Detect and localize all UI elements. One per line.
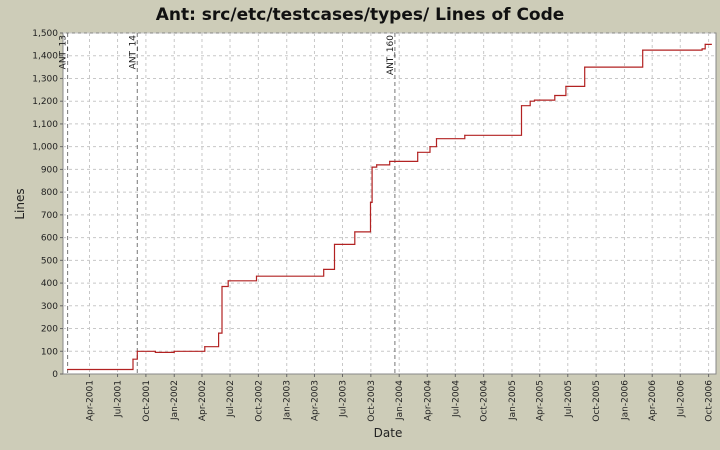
data-point	[529, 100, 531, 102]
data-point	[227, 280, 229, 282]
data-point	[67, 368, 69, 371]
plot-area	[62, 32, 717, 375]
data-point	[417, 151, 419, 153]
data-point	[333, 243, 336, 246]
data-point	[136, 350, 138, 352]
chart-title: Ant: src/etc/testcases/types/ Lines of C…	[156, 5, 565, 25]
data-point	[218, 332, 220, 334]
data-point	[323, 268, 325, 271]
y-tick-label: 0	[52, 370, 58, 380]
release-marker-label: ANT_13	[59, 35, 69, 69]
data-point	[154, 351, 157, 354]
data-point	[389, 160, 391, 163]
x-axis-title: Date	[374, 426, 403, 440]
y-tick-label: 700	[41, 211, 58, 221]
x-tick-label: Jul-2005	[564, 380, 574, 418]
data-point	[132, 358, 134, 360]
series-lines-of-code	[67, 43, 712, 371]
y-axis-title: Lines	[13, 188, 27, 219]
y-tick-label: 400	[41, 279, 58, 289]
data-point	[464, 134, 466, 136]
x-tick-label: Jan-2003	[283, 380, 293, 421]
x-tick-label: Jan-2004	[395, 380, 405, 421]
data-point	[701, 48, 703, 50]
data-point	[130, 368, 133, 371]
x-tick-label: Oct-2001	[142, 380, 152, 422]
data-point	[221, 285, 223, 288]
y-tick-label: 600	[41, 234, 58, 244]
data-point	[369, 201, 372, 203]
release-marker-label: ANT_14	[128, 35, 138, 70]
x-tick-label: Jul-2004	[451, 380, 461, 418]
data-point	[173, 350, 175, 352]
data-point	[533, 99, 536, 101]
x-tick-label: Jan-2006	[620, 380, 630, 421]
data-point	[376, 164, 378, 166]
x-tick-label: Apr-2003	[310, 380, 320, 421]
x-tick-label: Apr-2001	[86, 380, 96, 421]
y-tick-label: 1,400	[32, 52, 58, 62]
data-point	[565, 85, 567, 88]
y-tick-label: 1,200	[32, 97, 58, 107]
data-point	[371, 166, 373, 168]
data-point	[554, 94, 556, 97]
data-point	[704, 43, 706, 45]
x-tick-label: Apr-2005	[536, 380, 546, 421]
data-point	[204, 346, 206, 348]
y-tick-label: 200	[41, 325, 58, 335]
grid-lines	[63, 32, 716, 374]
y-axis-ticks: 0 100 200 300 400 500 600 700 800 900 1,000 1,100 1,…	[32, 29, 63, 380]
x-tick-label: Apr-2004	[423, 380, 433, 421]
y-tick-label: 1,500	[32, 29, 58, 39]
x-tick-label: Jul-2001	[114, 380, 124, 418]
y-tick-label: 1,100	[32, 120, 58, 130]
x-tick-label: Oct-2006	[705, 380, 715, 422]
y-tick-label: 800	[41, 188, 58, 198]
y-tick-label: 900	[41, 165, 58, 175]
data-point	[642, 49, 644, 51]
x-tick-label: Apr-2006	[648, 380, 658, 421]
x-tick-label: Apr-2002	[198, 380, 208, 421]
x-tick-label: Oct-2004	[480, 380, 490, 422]
x-tick-label: Oct-2005	[592, 380, 602, 422]
x-tick-label: Oct-2003	[367, 380, 377, 422]
data-point	[520, 105, 523, 107]
y-tick-label: 500	[41, 256, 58, 266]
y-tick-label: 300	[41, 302, 58, 312]
x-tick-label: Jul-2003	[339, 380, 349, 418]
x-tick-label: Jul-2002	[226, 380, 236, 418]
series-line	[67, 43, 712, 371]
release-markers: ANT_13 ANT_14 ANT_160	[59, 33, 396, 374]
data-point	[429, 146, 431, 148]
data-point	[710, 43, 712, 45]
x-tick-label: Jul-2006	[676, 380, 686, 418]
data-point	[255, 275, 258, 277]
y-tick-label: 100	[41, 347, 58, 357]
x-tick-label: Jan-2005	[508, 380, 518, 421]
x-tick-label: Oct-2002	[254, 380, 264, 422]
y-tick-label: 1,000	[32, 143, 58, 153]
data-point	[354, 231, 356, 233]
x-axis-ticks: Apr-2001 Jul-2001 Oct-2001 Jan-2002 Apr-2002…	[86, 374, 715, 422]
x-tick-label: Jan-2002	[170, 380, 180, 421]
release-marker-label: ANT_160	[386, 35, 396, 75]
data-point	[435, 138, 438, 140]
y-tick-label: 1,300	[32, 74, 58, 84]
data-point	[584, 66, 586, 68]
